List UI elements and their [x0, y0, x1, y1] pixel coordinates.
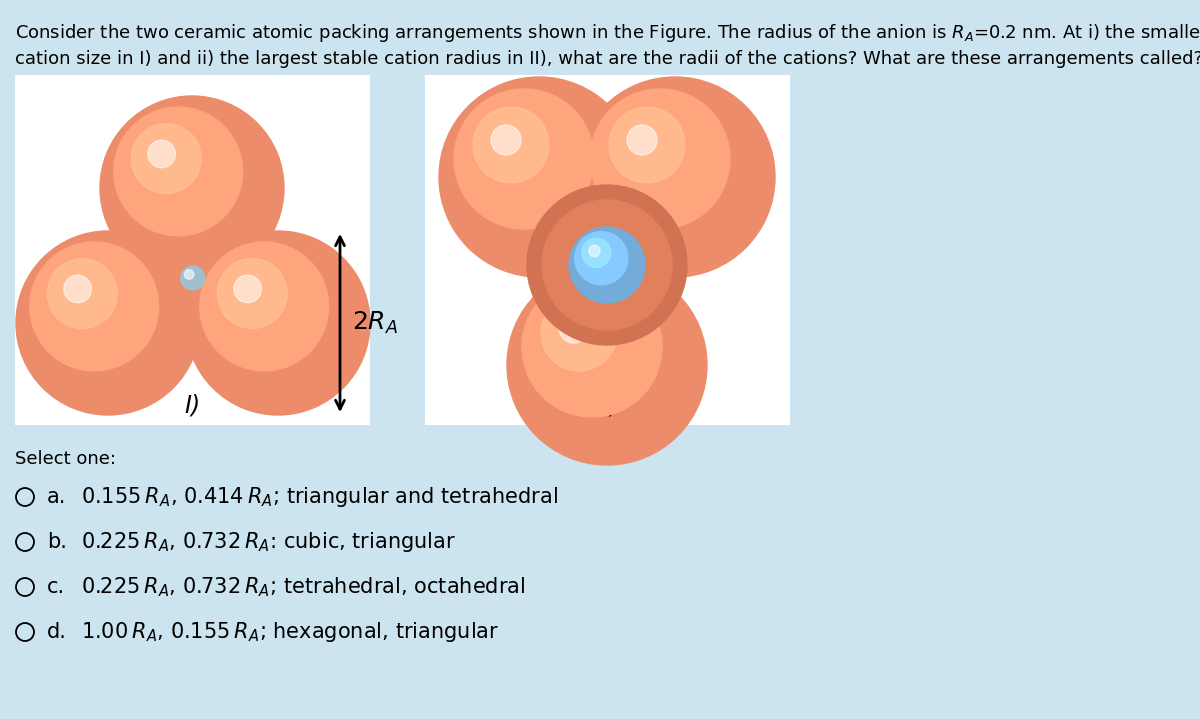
Circle shape [131, 124, 202, 193]
Circle shape [185, 270, 194, 279]
Circle shape [473, 107, 550, 183]
Circle shape [559, 313, 589, 343]
Circle shape [491, 125, 521, 155]
Circle shape [234, 275, 262, 303]
Circle shape [439, 77, 640, 277]
Text: Consider the two ceramic atomic packing arrangements shown in the Figure. The ra: Consider the two ceramic atomic packing … [14, 22, 1200, 44]
Circle shape [181, 266, 205, 290]
Circle shape [527, 185, 686, 345]
Circle shape [64, 275, 91, 303]
Text: 0.225 $R_A$, 0.732 $R_A$; tetrahedral, octahedral: 0.225 $R_A$, 0.732 $R_A$; tetrahedral, o… [82, 575, 526, 599]
Text: c.: c. [47, 577, 65, 597]
Circle shape [30, 242, 158, 371]
Text: d.: d. [47, 622, 67, 642]
Circle shape [582, 239, 611, 267]
Circle shape [16, 231, 200, 415]
Text: 1.00 $R_A$, 0.155 $R_A$; hexagonal, triangular: 1.00 $R_A$, 0.155 $R_A$; hexagonal, tria… [82, 620, 499, 644]
Circle shape [569, 227, 646, 303]
Circle shape [541, 295, 617, 371]
Circle shape [47, 259, 118, 329]
Text: b.: b. [47, 532, 67, 552]
Text: II): II) [596, 393, 619, 417]
Text: Select one:: Select one: [14, 450, 116, 468]
Text: 0.155 $R_A$, 0.414 $R_A$; triangular and tetrahedral: 0.155 $R_A$, 0.414 $R_A$; triangular and… [82, 485, 558, 509]
Circle shape [575, 232, 628, 285]
Circle shape [217, 259, 287, 329]
Circle shape [590, 89, 730, 229]
Text: $2R_A$: $2R_A$ [352, 310, 398, 336]
Circle shape [100, 96, 284, 280]
Circle shape [628, 125, 658, 155]
Circle shape [542, 200, 672, 330]
Circle shape [186, 231, 370, 415]
FancyBboxPatch shape [425, 75, 790, 425]
Circle shape [148, 140, 175, 168]
Text: cation size in I) and ii) the largest stable cation radius in II), what are the : cation size in I) and ii) the largest st… [14, 50, 1200, 68]
Circle shape [610, 107, 685, 183]
Circle shape [454, 89, 594, 229]
Circle shape [575, 77, 775, 277]
Circle shape [114, 107, 242, 236]
Circle shape [508, 265, 707, 465]
Text: a.: a. [47, 487, 66, 507]
Text: I): I) [185, 393, 200, 417]
Text: 0.225 $R_A$, 0.732 $R_A$: cubic, triangular: 0.225 $R_A$, 0.732 $R_A$: cubic, triangu… [82, 530, 456, 554]
Circle shape [199, 242, 329, 371]
Circle shape [522, 277, 662, 417]
Circle shape [589, 245, 600, 257]
FancyBboxPatch shape [14, 75, 370, 425]
